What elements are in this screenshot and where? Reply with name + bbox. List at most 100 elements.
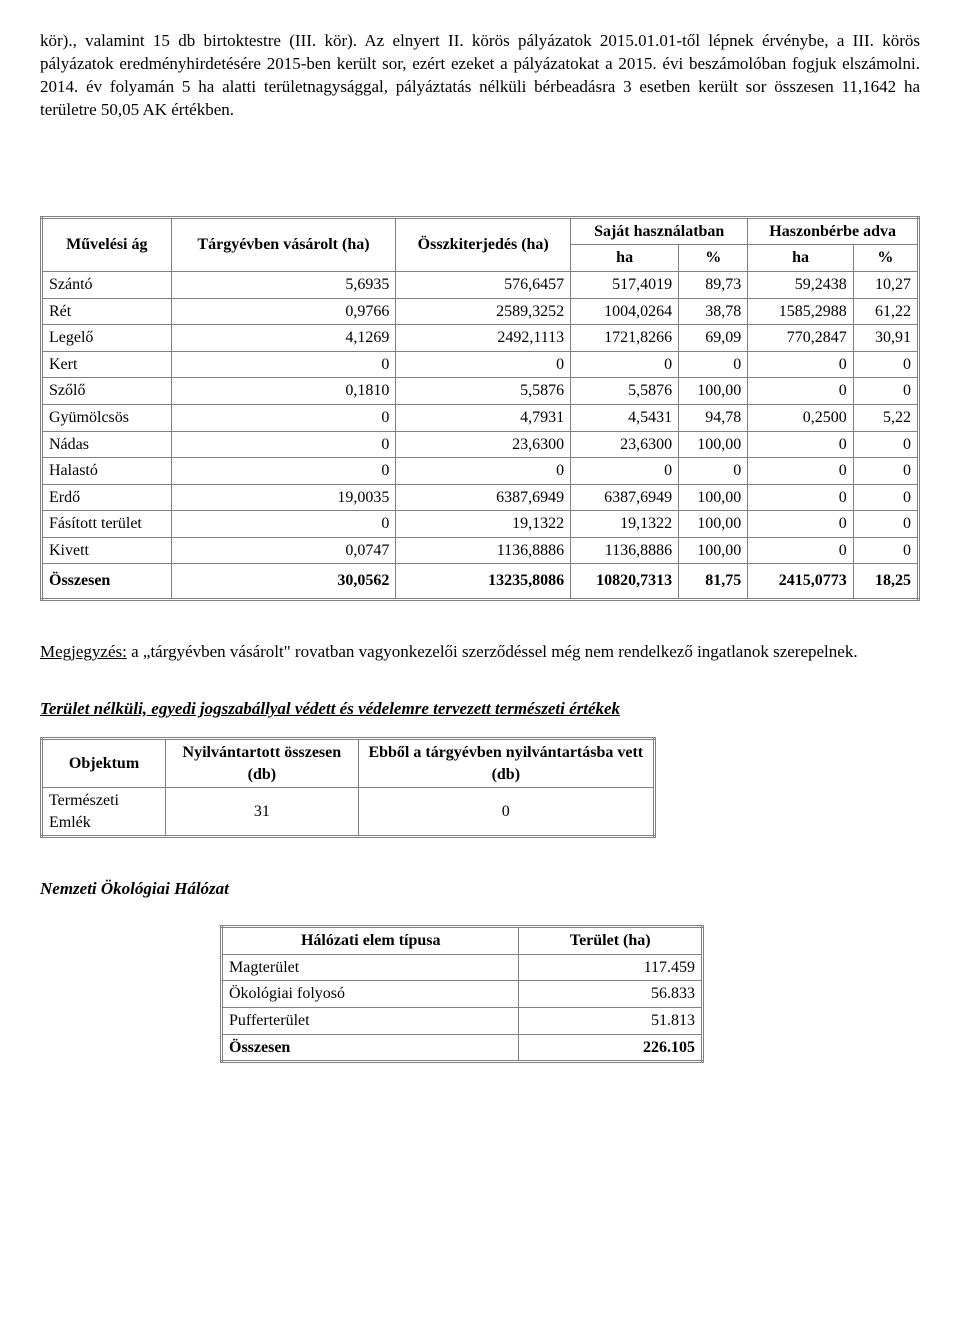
table-row: Nádas023,630023,6300100,0000 xyxy=(42,431,919,458)
cell-lease_pct: 61,22 xyxy=(853,298,918,325)
cell-total: 2492,1113 xyxy=(396,325,571,352)
cell-year: 0 xyxy=(358,788,654,837)
cell-lease_ha: 0 xyxy=(748,458,854,485)
col-sajat: Saját használatban xyxy=(571,217,748,245)
cell-bought: 5,6935 xyxy=(171,271,396,298)
cell-bought: 19,0035 xyxy=(171,484,396,511)
cell-bought: 4,1269 xyxy=(171,325,396,352)
table-row: Legelő4,12692492,11131721,826669,09770,2… xyxy=(42,325,919,352)
cell-name: Szántó xyxy=(42,271,172,298)
cell-name: Erdő xyxy=(42,484,172,511)
cell-own_ha: 1721,8266 xyxy=(571,325,679,352)
table-row: Fásított terület019,132219,1322100,0000 xyxy=(42,511,919,538)
totals-own-pct: 81,75 xyxy=(679,564,748,600)
cell-own_pct: 69,09 xyxy=(679,325,748,352)
totals-lease-pct: 18,25 xyxy=(853,564,918,600)
cell-name: Fásított terület xyxy=(42,511,172,538)
col-haszon-pct: % xyxy=(853,245,918,272)
cell-total: 4,7931 xyxy=(396,404,571,431)
cell-lease_ha: 0 xyxy=(748,351,854,378)
col-sajat-pct: % xyxy=(679,245,748,272)
eco-col-type: Hálózati elem típusa xyxy=(222,927,519,955)
cell-lease_ha: 0 xyxy=(748,511,854,538)
cell-name: Rét xyxy=(42,298,172,325)
intro-paragraph: kör)., valamint 15 db birtoktestre (III.… xyxy=(40,30,920,122)
table-row: Pufferterület51.813 xyxy=(222,1008,703,1035)
cell-total: 1136,8886 xyxy=(396,537,571,564)
cell-lease_ha: 0 xyxy=(748,431,854,458)
cell-lease_pct: 0 xyxy=(853,484,918,511)
table-row: Természeti Emlék310 xyxy=(42,788,655,837)
cell-own_ha: 19,1322 xyxy=(571,511,679,538)
cell-name: Halastó xyxy=(42,458,172,485)
cell-lease_pct: 30,91 xyxy=(853,325,918,352)
table-row: Kivett0,07471136,88861136,8886100,0000 xyxy=(42,537,919,564)
cell-lease_pct: 0 xyxy=(853,511,918,538)
cell-area: 117.459 xyxy=(519,954,703,981)
cell-lease_ha: 0 xyxy=(748,537,854,564)
cell-lease_pct: 0 xyxy=(853,351,918,378)
col-haszonberbe: Haszonbérbe adva xyxy=(748,217,919,245)
main-land-table: Művelési ág Tárgyévben vásárolt (ha) Öss… xyxy=(40,216,920,601)
cell-lease_pct: 0 xyxy=(853,537,918,564)
col-osszkiterjedes: Összkiterjedés (ha) xyxy=(396,217,571,271)
note-text: a „tárgyévben vásárolt" rovatban vagyonk… xyxy=(127,642,858,661)
cell-name: Nádas xyxy=(42,431,172,458)
cell-total: 23,6300 xyxy=(396,431,571,458)
cell-own_pct: 100,00 xyxy=(679,431,748,458)
cell-lease_ha: 1585,2988 xyxy=(748,298,854,325)
cell-own_ha: 517,4019 xyxy=(571,271,679,298)
prot-col-year: Ebből a tárgyévben nyilvántartásba vett … xyxy=(358,738,654,787)
cell-total: 2589,3252 xyxy=(396,298,571,325)
cell-lease_pct: 0 xyxy=(853,458,918,485)
eco-totals-area: 226.105 xyxy=(519,1034,703,1062)
cell-own_ha: 0 xyxy=(571,351,679,378)
cell-own_ha: 23,6300 xyxy=(571,431,679,458)
cell-bought: 0 xyxy=(171,458,396,485)
cell-lease_ha: 0 xyxy=(748,484,854,511)
col-sajat-ha: ha xyxy=(571,245,679,272)
cell-name: Magterület xyxy=(222,954,519,981)
cell-own_pct: 94,78 xyxy=(679,404,748,431)
cell-name: Legelő xyxy=(42,325,172,352)
cell-own_pct: 100,00 xyxy=(679,537,748,564)
prot-col-total: Nyilvántartott összesen (db) xyxy=(166,738,359,787)
table-row: Gyümölcsös04,79314,543194,780,25005,22 xyxy=(42,404,919,431)
cell-own_ha: 5,5876 xyxy=(571,378,679,405)
cell-name: Szőlő xyxy=(42,378,172,405)
cell-total: 6387,6949 xyxy=(396,484,571,511)
cell-area: 56.833 xyxy=(519,981,703,1008)
cell-lease_pct: 0 xyxy=(853,431,918,458)
table-row: Erdő19,00356387,69496387,6949100,0000 xyxy=(42,484,919,511)
cell-own_pct: 0 xyxy=(679,458,748,485)
cell-total: 5,5876 xyxy=(396,378,571,405)
cell-area: 51.813 xyxy=(519,1008,703,1035)
cell-total: 576,6457 xyxy=(396,271,571,298)
cell-bought: 0 xyxy=(171,431,396,458)
cell-own_ha: 1136,8886 xyxy=(571,537,679,564)
cell-lease_pct: 0 xyxy=(853,378,918,405)
cell-own_ha: 6387,6949 xyxy=(571,484,679,511)
cell-own_pct: 100,00 xyxy=(679,484,748,511)
cell-bought: 0,1810 xyxy=(171,378,396,405)
table-row: Magterület117.459 xyxy=(222,954,703,981)
cell-total: 19,1322 xyxy=(396,511,571,538)
table-row: Halastó000000 xyxy=(42,458,919,485)
cell-bought: 0,9766 xyxy=(171,298,396,325)
cell-lease_pct: 10,27 xyxy=(853,271,918,298)
cell-own_pct: 100,00 xyxy=(679,378,748,405)
cell-own_ha: 4,5431 xyxy=(571,404,679,431)
cell-own_ha: 0 xyxy=(571,458,679,485)
cell-name: Gyümölcsös xyxy=(42,404,172,431)
cell-name: Természeti Emlék xyxy=(42,788,166,837)
eco-col-area: Terület (ha) xyxy=(519,927,703,955)
cell-bought: 0 xyxy=(171,351,396,378)
cell-lease_pct: 5,22 xyxy=(853,404,918,431)
cell-total: 31 xyxy=(166,788,359,837)
cell-bought: 0 xyxy=(171,404,396,431)
totals-total: 13235,8086 xyxy=(396,564,571,600)
cell-lease_ha: 59,2438 xyxy=(748,271,854,298)
cell-total: 0 xyxy=(396,351,571,378)
table-row: Kert000000 xyxy=(42,351,919,378)
protected-title: Terület nélküli, egyedi jogszabállyal vé… xyxy=(40,698,920,721)
